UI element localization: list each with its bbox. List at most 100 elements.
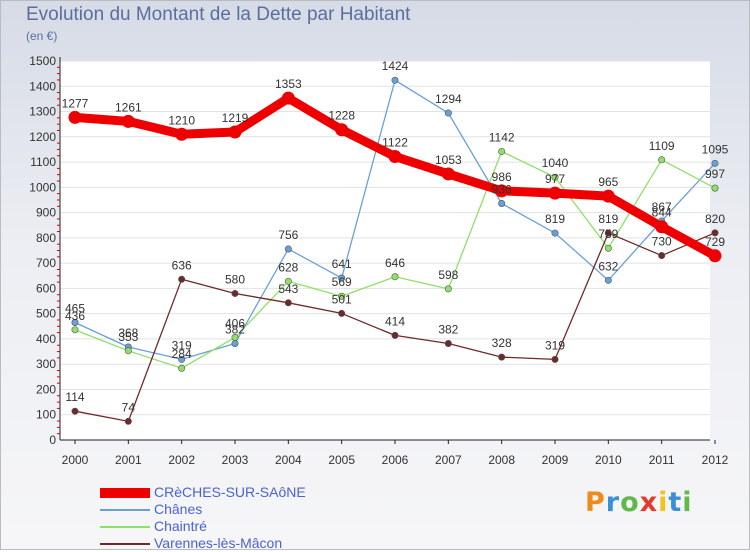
data-point	[711, 184, 719, 192]
data-label: 382	[225, 322, 245, 336]
y-tick-label: 1400	[29, 79, 56, 93]
proxiti-logo: Proxiti	[585, 487, 693, 518]
data-label: 598	[438, 268, 458, 282]
data-point	[391, 273, 399, 281]
data-point	[231, 289, 239, 297]
data-point	[391, 331, 399, 339]
y-tick-label: 1200	[29, 130, 56, 144]
data-label: 641	[332, 257, 352, 271]
data-label: 1219	[222, 111, 249, 125]
data-point	[658, 252, 666, 260]
data-point	[71, 407, 79, 415]
y-tick-label: 500	[36, 307, 56, 321]
data-label: 628	[278, 260, 298, 274]
data-point	[604, 276, 612, 284]
data-point	[441, 167, 455, 181]
data-label: 636	[172, 258, 192, 272]
data-point	[604, 229, 612, 237]
y-tick-label: 900	[36, 206, 56, 220]
data-label: 646	[385, 256, 405, 270]
y-tick-label: 800	[36, 231, 56, 245]
x-tick-label: 2000	[62, 453, 89, 467]
data-point	[338, 309, 346, 317]
x-tick-label: 2004	[275, 453, 302, 467]
data-point	[708, 249, 722, 263]
data-point	[338, 274, 346, 282]
data-point	[178, 355, 186, 363]
data-point	[231, 339, 239, 347]
chart-title: Evolution du Montant de la Dette par Hab…	[26, 4, 411, 25]
data-label: 501	[332, 292, 352, 306]
data-point	[178, 364, 186, 372]
data-point	[444, 339, 452, 347]
legend-swatch	[100, 487, 150, 498]
data-label: 353	[118, 330, 138, 344]
data-label: 328	[492, 336, 512, 350]
data-label: 965	[598, 175, 618, 189]
data-label: 819	[545, 212, 565, 226]
x-tick-label: 2001	[115, 453, 142, 467]
data-label: 986	[492, 170, 512, 184]
data-label: 1210	[168, 113, 195, 127]
data-point	[444, 285, 452, 293]
data-label: 730	[652, 235, 672, 249]
data-label: 406	[225, 316, 245, 330]
data-point	[658, 156, 666, 164]
data-label: 977	[545, 172, 565, 186]
data-point	[284, 299, 292, 307]
y-tick-label: 700	[36, 256, 56, 270]
data-point	[121, 114, 135, 128]
logo-letter: t	[668, 487, 683, 518]
legend-label: CRèCHES-SUR-SAôNE	[154, 484, 306, 500]
data-point	[444, 109, 452, 117]
data-label: 1424	[382, 59, 409, 73]
y-tick-label: 1500	[29, 54, 56, 68]
data-point	[284, 245, 292, 253]
legend-swatch	[100, 542, 150, 545]
legend-swatch	[100, 508, 150, 511]
data-label: 465	[65, 302, 85, 316]
data-point	[498, 200, 506, 208]
data-label: 759	[598, 227, 618, 241]
data-label: 820	[705, 212, 725, 226]
x-tick-label: 2008	[488, 453, 515, 467]
data-label: 1142	[489, 130, 515, 144]
data-label: 844	[652, 206, 672, 220]
data-label: 74	[122, 400, 136, 414]
data-label: 580	[225, 272, 245, 286]
data-point	[601, 189, 615, 203]
data-point	[498, 353, 506, 361]
data-label: 867	[652, 200, 672, 214]
data-label: 632	[598, 259, 618, 273]
x-tick-label: 2010	[595, 453, 622, 467]
logo-letter: P	[585, 487, 606, 518]
x-tick-label: 2003	[222, 453, 249, 467]
x-tick-label: 2012	[702, 453, 729, 467]
y-tick-label: 200	[36, 382, 56, 396]
legend-label: Chânes	[154, 501, 203, 517]
y-tick-label: 300	[36, 357, 56, 371]
data-point	[388, 150, 402, 164]
data-point	[228, 125, 242, 139]
legend-label: Chaintré	[154, 518, 207, 534]
data-label: 729	[705, 235, 725, 249]
data-point	[551, 229, 559, 237]
y-tick-label: 100	[36, 408, 56, 422]
data-point	[178, 275, 186, 283]
y-tick-label: 1300	[29, 105, 56, 119]
legend-label: Varennes-lès-Mâcon	[154, 535, 283, 551]
data-point	[498, 147, 506, 155]
y-tick-label: 400	[36, 332, 56, 346]
logo-letter: r	[605, 487, 621, 518]
data-point	[391, 76, 399, 84]
data-point	[655, 220, 669, 234]
logo-letter: i	[682, 487, 693, 518]
data-label: 569	[332, 275, 352, 289]
data-point	[548, 186, 562, 200]
data-label: 543	[278, 282, 298, 296]
data-point	[604, 244, 612, 252]
x-tick-label: 2006	[382, 453, 409, 467]
logo-letter: o	[620, 487, 640, 518]
y-tick-label: 600	[36, 281, 56, 295]
data-label: 819	[598, 212, 618, 226]
